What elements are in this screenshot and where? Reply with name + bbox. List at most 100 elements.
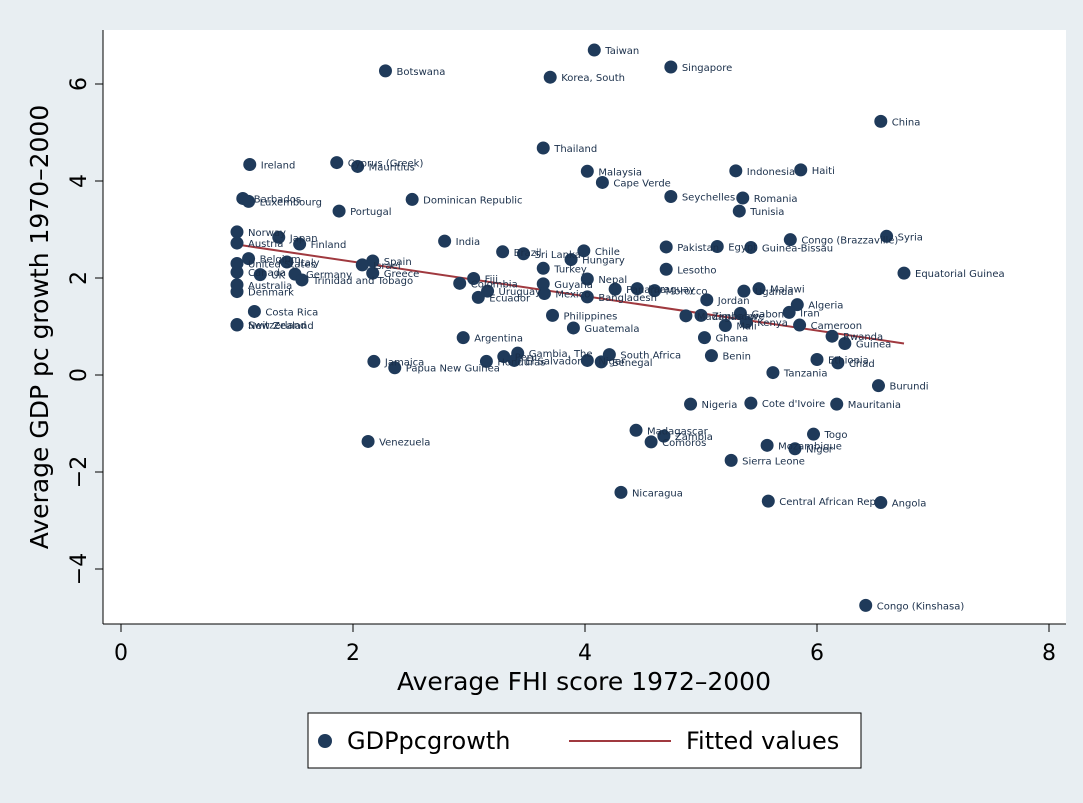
point-label: Iran bbox=[800, 308, 820, 319]
point-label: Papua New Guinea bbox=[406, 364, 500, 375]
point-label: Japan bbox=[289, 233, 318, 244]
legend-marker-dot bbox=[318, 734, 332, 748]
point-label: Mexico bbox=[555, 290, 590, 301]
point-label: Botswana bbox=[396, 67, 445, 78]
point-label: Gabon bbox=[751, 309, 784, 320]
point-label: Singapore bbox=[682, 63, 732, 74]
y-tick-label: 6 bbox=[67, 77, 92, 91]
point-label: Mauritania bbox=[848, 400, 901, 411]
point-label: Benin bbox=[722, 352, 750, 363]
data-point bbox=[479, 354, 493, 368]
point-label: Mauritius bbox=[369, 162, 415, 173]
point-label: Kenya bbox=[757, 318, 788, 329]
point-label: Burundi bbox=[889, 382, 928, 393]
data-point bbox=[659, 262, 673, 276]
data-point bbox=[536, 277, 550, 291]
point-label: Switzerland bbox=[248, 321, 306, 332]
point-label: Spain bbox=[384, 257, 412, 268]
data-point bbox=[644, 435, 658, 449]
data-point bbox=[595, 175, 609, 189]
data-point bbox=[782, 305, 796, 319]
point-labels-layer: Taiwan Botswana Korea, South Singapore China… bbox=[248, 46, 1005, 612]
data-point bbox=[230, 265, 244, 279]
point-label: Jordan bbox=[717, 296, 750, 307]
point-label: Malaysia bbox=[598, 167, 642, 178]
data-point bbox=[496, 245, 510, 259]
data-point bbox=[507, 353, 521, 367]
data-point bbox=[230, 225, 244, 239]
point-label: Morocco bbox=[666, 287, 708, 298]
point-label: China bbox=[892, 117, 921, 128]
legend: GDPpcgrowth Fitted values bbox=[307, 712, 862, 769]
point-label: Guatemala bbox=[584, 324, 639, 335]
data-point bbox=[230, 318, 244, 332]
data-point bbox=[366, 254, 380, 268]
point-label: Congo (Brazzaville) bbox=[801, 236, 898, 247]
point-label: Nigeria bbox=[702, 400, 738, 411]
data-point bbox=[587, 43, 601, 57]
point-label: Central African Rep bbox=[779, 497, 876, 508]
data-point bbox=[732, 204, 746, 218]
point-label: Seychelles bbox=[682, 193, 735, 204]
point-label: Cameroon bbox=[811, 321, 862, 332]
point-label: Uruguay bbox=[499, 287, 542, 298]
data-point bbox=[871, 379, 885, 393]
data-point bbox=[729, 164, 743, 178]
data-point bbox=[453, 276, 467, 290]
data-point bbox=[880, 229, 894, 243]
point-label: Tunisia bbox=[749, 207, 784, 218]
point-label: Congo (Kinshasa) bbox=[877, 601, 965, 612]
data-point bbox=[783, 233, 797, 247]
point-label: Panama bbox=[626, 285, 666, 296]
point-label: Ghana bbox=[715, 334, 748, 345]
data-point bbox=[471, 290, 485, 304]
fitted-line-layer bbox=[236, 243, 905, 345]
data-point bbox=[766, 366, 780, 380]
point-label: Bangladesh bbox=[598, 293, 657, 304]
y-tick-label: 0 bbox=[67, 368, 92, 382]
data-point bbox=[405, 192, 419, 206]
point-label: Madagascar bbox=[697, 312, 759, 323]
point-label: Austria bbox=[248, 239, 283, 250]
data-point bbox=[679, 309, 693, 323]
data-point bbox=[630, 282, 644, 296]
legend-label-gdp: GDPpcgrowth bbox=[347, 727, 511, 755]
y-tick-label: −4 bbox=[67, 553, 92, 585]
data-point bbox=[614, 485, 628, 499]
data-point bbox=[657, 429, 671, 443]
data-point bbox=[330, 156, 344, 170]
plot-area bbox=[103, 30, 1066, 624]
point-label: Zimbabwe bbox=[712, 311, 765, 322]
data-point bbox=[739, 315, 753, 329]
point-label: Cape Verde bbox=[613, 178, 670, 189]
data-point bbox=[659, 240, 673, 254]
point-label: Syria bbox=[898, 232, 923, 243]
data-point bbox=[897, 266, 911, 280]
point-label: Dominican Republic bbox=[423, 195, 522, 206]
y-tick-label: 4 bbox=[67, 174, 92, 188]
point-label: Hungary bbox=[582, 256, 625, 267]
legend-label-fitted: Fitted values bbox=[686, 727, 839, 755]
point-label: Portugal bbox=[350, 207, 391, 218]
point-label: Ecuador bbox=[489, 293, 531, 304]
data-point bbox=[361, 434, 375, 448]
data-point bbox=[807, 427, 821, 441]
data-point bbox=[810, 352, 824, 366]
data-point bbox=[608, 282, 622, 296]
point-label: Trinidad and Tobago bbox=[312, 276, 413, 287]
data-point bbox=[243, 158, 257, 172]
point-label: Guinea-Bissau bbox=[762, 243, 833, 254]
point-label: Germany bbox=[306, 270, 352, 281]
point-label: Cyprus (Greek) bbox=[348, 159, 424, 170]
point-label: Australia bbox=[248, 281, 292, 292]
data-point bbox=[788, 442, 802, 456]
point-label: Philippines bbox=[564, 311, 618, 322]
data-point bbox=[580, 164, 594, 178]
data-point bbox=[564, 253, 578, 267]
point-label: Comoros bbox=[662, 438, 706, 449]
point-label: South Africa bbox=[620, 351, 681, 362]
data-point bbox=[724, 453, 738, 467]
point-label: Belgium bbox=[260, 255, 301, 266]
data-point bbox=[230, 236, 244, 250]
